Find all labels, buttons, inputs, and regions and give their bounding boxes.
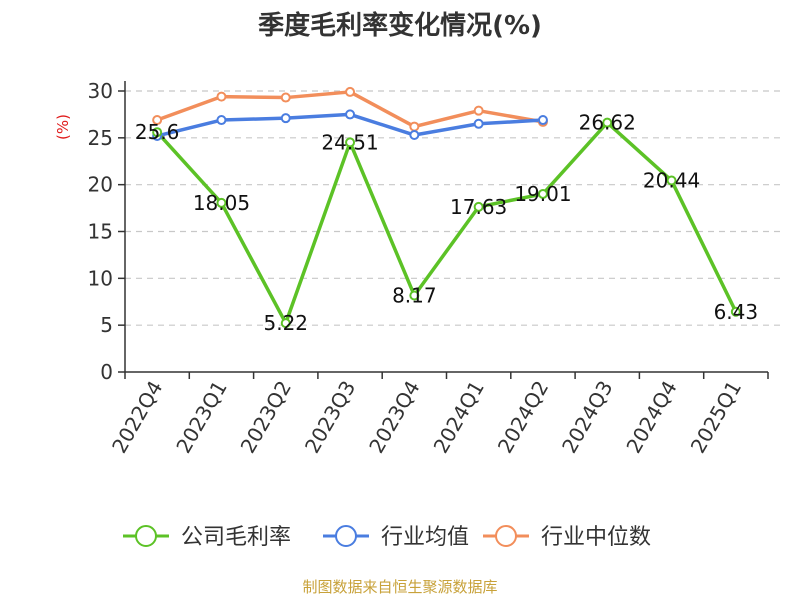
x-tick-label: 2023Q1 <box>171 377 231 458</box>
y-tick-label: 20 <box>88 173 113 197</box>
series-line <box>155 120 738 325</box>
y-tick-labels: 0 5 10 15 20 25 30 <box>88 79 113 384</box>
chart-title: 季度毛利率变化情况(%) <box>258 10 542 41</box>
data-point <box>409 121 420 132</box>
data-point <box>152 115 163 126</box>
data-point <box>280 92 291 103</box>
x-tick-label: 2024Q3 <box>557 377 617 458</box>
data-labels: 25.6 18.05 5.22 24.51 8.17 17.63 19.01 26.62 20.… <box>135 111 758 335</box>
y-axis-label: (%) <box>54 114 72 140</box>
data-label: 24.51 <box>321 130 378 154</box>
data-point <box>280 113 291 124</box>
axes <box>118 81 769 379</box>
y-tick-label: 0 <box>100 360 113 384</box>
data-point <box>280 318 291 329</box>
data-point <box>537 188 548 199</box>
data-label: 6.43 <box>714 300 759 324</box>
x-tick-label: 2023Q4 <box>364 377 424 458</box>
data-point <box>345 137 356 148</box>
legend-label: 行业中位数 <box>541 525 651 550</box>
data-label: 26.62 <box>579 111 636 135</box>
x-tick-label: 2022Q4 <box>107 377 167 458</box>
data-label: 19.01 <box>514 182 571 206</box>
legend-swatch-marker <box>335 525 357 547</box>
legend-swatch-marker <box>495 525 517 547</box>
x-tick-labels: 2022Q4 2023Q1 2023Q2 2023Q3 2023Q4 2024Q1 2024… <box>107 377 746 458</box>
y-tick-label: 30 <box>88 79 113 103</box>
data-point <box>216 115 227 126</box>
series-points <box>152 86 741 329</box>
source-note: 制图数据来自恒生聚源数据库 <box>302 578 497 596</box>
data-point <box>345 109 356 120</box>
data-point <box>473 118 484 129</box>
legend: 公司毛利率 行业均值 行业中位数 <box>123 525 651 550</box>
data-point <box>666 175 677 186</box>
data-point <box>345 86 356 97</box>
x-tick-label: 2025Q1 <box>686 377 746 458</box>
legend-swatch-marker <box>135 525 157 547</box>
data-point <box>152 127 163 138</box>
data-label: 25.6 <box>135 120 180 144</box>
x-tick-label: 2024Q1 <box>429 377 489 458</box>
x-tick-label: 2023Q2 <box>236 377 296 458</box>
data-point <box>216 91 227 102</box>
data-point <box>730 306 741 317</box>
data-label: 18.05 <box>193 191 250 215</box>
x-tick-label: 2024Q4 <box>621 377 681 458</box>
x-tick-label: 2024Q2 <box>493 377 553 458</box>
data-label: 5.22 <box>263 311 308 335</box>
data-point <box>602 117 613 128</box>
data-label: 8.17 <box>392 283 437 307</box>
legend-label: 行业均值 <box>381 525 469 550</box>
legend-label: 公司毛利率 <box>181 525 291 550</box>
data-point <box>537 115 548 126</box>
data-point <box>473 105 484 116</box>
data-point <box>216 197 227 208</box>
y-tick-label: 10 <box>88 266 113 290</box>
y-tick-label: 5 <box>100 313 113 337</box>
y-tick-label: 25 <box>88 126 113 150</box>
data-point <box>409 290 420 301</box>
data-label: 20.44 <box>643 169 700 193</box>
y-tick-label: 15 <box>88 220 113 244</box>
x-tick-label: 2023Q3 <box>300 377 360 458</box>
data-point <box>473 201 484 212</box>
data-point <box>409 130 420 141</box>
data-label: 17.63 <box>450 195 507 219</box>
